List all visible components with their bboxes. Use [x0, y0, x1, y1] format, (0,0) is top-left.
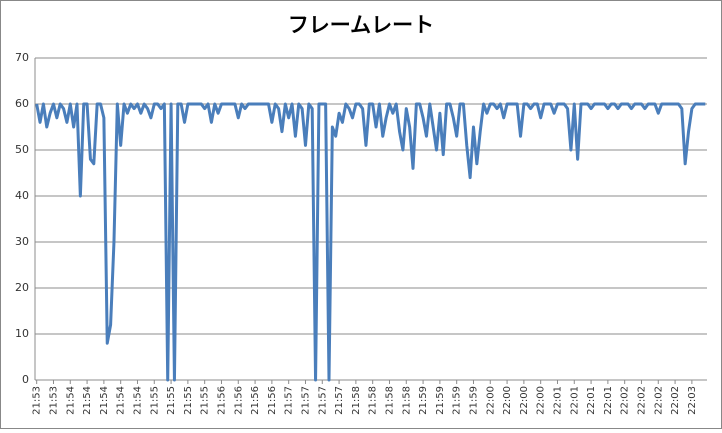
x-tick-label: 21:56	[250, 386, 261, 415]
y-tick-label: 10	[15, 327, 29, 340]
x-tick-label: 21:57	[284, 386, 295, 415]
x-tick-label: 22:02	[636, 386, 647, 415]
y-tick-label: 30	[15, 235, 29, 248]
x-tick-label: 21:53	[48, 386, 59, 415]
x-tick-label: 22:02	[653, 386, 664, 415]
y-tick-label: 70	[15, 51, 29, 64]
x-tick-label: 21:58	[401, 386, 412, 415]
x-tick-label: 22:01	[552, 386, 563, 415]
x-tick-label: 21:56	[233, 386, 244, 415]
x-tick-label: 21:58	[368, 386, 379, 415]
x-tick-label: 22:01	[603, 386, 614, 415]
x-tick-label: 21:57	[300, 386, 311, 415]
x-tick-label: 21:54	[82, 386, 93, 415]
x-tick-label: 21:56	[216, 386, 227, 415]
x-tick-label: 22:00	[502, 386, 513, 415]
x-tick-label: 21:59	[418, 386, 429, 415]
x-tick-label: 21:59	[435, 386, 446, 415]
x-tick-label: 21:54	[65, 386, 76, 415]
x-tick-label: 21:59	[468, 386, 479, 415]
x-tick-label: 21:54	[116, 386, 127, 415]
x-tick-label: 21:57	[334, 386, 345, 415]
x-tick-label: 21:56	[267, 386, 278, 415]
x-tick-label: 22:02	[620, 386, 631, 415]
x-tick-label: 21:55	[166, 386, 177, 415]
x-tick-label: 22:02	[670, 386, 681, 415]
x-tick-label: 21:58	[384, 386, 395, 415]
x-tick-label: 21:55	[200, 386, 211, 415]
x-tick-label: 22:01	[569, 386, 580, 415]
x-tick-label: 22:00	[519, 386, 530, 415]
x-tick-label: 21:58	[351, 386, 362, 415]
chart-title: フレームレート	[288, 13, 434, 37]
y-tick-label: 50	[15, 143, 29, 156]
y-tick-label: 0	[22, 373, 29, 386]
x-tick-label: 22:00	[485, 386, 496, 415]
x-tick-label: 22:03	[687, 386, 698, 415]
x-tick-label: 22:01	[586, 386, 597, 415]
y-tick-label: 20	[15, 281, 29, 294]
x-tick-label: 21:53	[32, 386, 43, 415]
y-tick-label: 60	[15, 97, 29, 110]
x-tick-label: 22:00	[536, 386, 547, 415]
x-tick-label: 21:55	[183, 386, 194, 415]
x-tick-label: 21:59	[452, 386, 463, 415]
x-tick-label: 21:57	[317, 386, 328, 415]
x-tick-label: 21:54	[99, 386, 110, 415]
data-line	[35, 102, 706, 382]
x-tick-label: 21:55	[149, 386, 160, 415]
y-tick-label: 40	[15, 189, 29, 202]
x-tick-label: 21:54	[132, 386, 143, 415]
